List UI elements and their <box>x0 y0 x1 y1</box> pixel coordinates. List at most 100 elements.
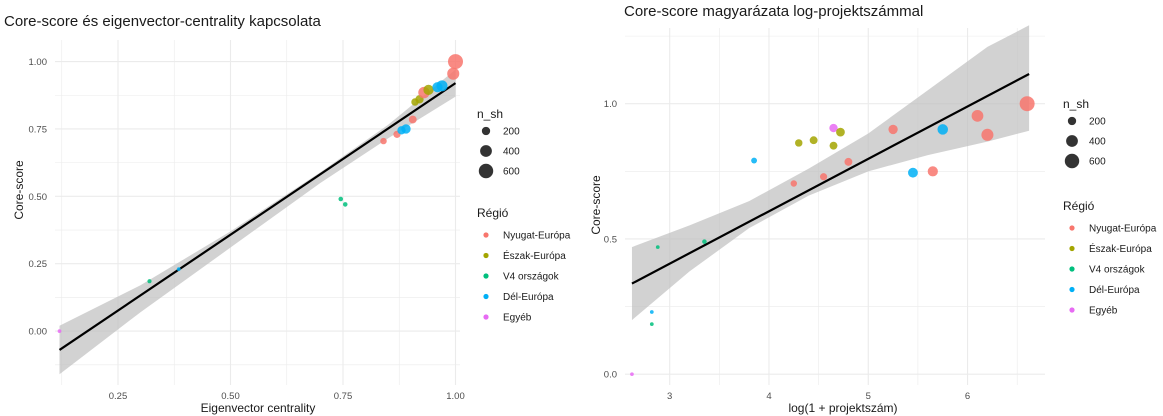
data-point <box>338 196 344 202</box>
data-point <box>981 128 994 141</box>
data-point <box>447 67 460 80</box>
data-point <box>380 137 387 145</box>
color-legend-label: Nyugat-Európa <box>1089 224 1157 235</box>
x-tick-label: 0.50 <box>221 391 240 402</box>
y-ticks: 0.00 0.25 0.50 0.75 1.00 <box>29 57 48 338</box>
size-legend-title: n_sh <box>477 107 503 121</box>
points <box>630 96 1035 377</box>
size-legend-label: 200 <box>503 127 520 138</box>
x-tick-label: 4 <box>766 391 771 402</box>
size-legend-label: 400 <box>503 147 520 158</box>
x-tick-label: 0.25 <box>109 391 128 402</box>
y-tick-label: 0.5 <box>604 234 617 245</box>
data-point <box>927 166 938 177</box>
data-point <box>408 115 417 124</box>
color-legend-key <box>1069 245 1075 252</box>
regression-line <box>58 82 457 351</box>
color-legend-key <box>483 314 489 320</box>
data-point <box>971 110 984 122</box>
grid <box>55 40 460 385</box>
data-point <box>908 167 918 178</box>
color-legend-key <box>483 273 489 279</box>
size-legend-key <box>480 145 492 157</box>
x-axis-title: log(1 + projektszám) <box>788 401 897 415</box>
color-legend-key <box>1069 307 1075 313</box>
data-point <box>809 136 818 145</box>
size-legend-label: 400 <box>1089 137 1106 148</box>
y-tick-label: 0.00 <box>29 327 48 338</box>
size-legend-label: 600 <box>1089 157 1106 168</box>
data-point <box>819 173 828 181</box>
confidence-band <box>59 69 456 375</box>
data-point <box>649 310 654 314</box>
data-point <box>795 139 803 147</box>
chart-title: Core-score és eigenvector-centrality kap… <box>4 13 321 30</box>
data-point <box>57 329 62 333</box>
data-point <box>655 245 660 249</box>
size-legend-key <box>1066 135 1078 147</box>
color-legend-key <box>483 232 489 238</box>
size-legend-key <box>481 126 491 136</box>
x-tick-label: 1.00 <box>446 391 465 402</box>
y-axis-title: Core-score <box>12 160 26 220</box>
data-point <box>829 141 838 150</box>
color-legend-label: Egyéb <box>1089 306 1118 317</box>
data-point <box>836 127 845 137</box>
y-tick-label: 0.50 <box>29 192 48 203</box>
confidence-band <box>631 25 1030 321</box>
data-point <box>649 322 654 327</box>
color-legend-label: Dél-Európa <box>1089 285 1140 296</box>
chart-log-projects: Core-score magyarázata log-projektszámma… <box>589 3 1157 415</box>
color-legend-key <box>1069 286 1075 293</box>
color-legend-label: Észak-Európa <box>503 249 566 262</box>
data-point <box>844 157 853 166</box>
data-point <box>436 80 448 92</box>
fit-line <box>58 82 457 351</box>
y-axis-title: Core-score <box>589 175 603 235</box>
chart-eigenvector: Core-score és eigenvector-centrality kap… <box>4 13 571 415</box>
x-ticks: 0.25 0.50 0.75 1.00 <box>109 391 465 402</box>
color-legend-label: V4 országok <box>1089 265 1146 276</box>
x-axis-title: Eigenvector centrality <box>201 401 316 415</box>
x-tick-label: 5 <box>866 391 871 402</box>
data-point <box>630 372 634 377</box>
size-legend-key <box>478 163 494 179</box>
confidence-ribbon <box>59 69 456 375</box>
data-point <box>342 202 348 207</box>
color-legend-label: V4 országok <box>503 272 560 283</box>
color-legend-label: Nyugat-Európa <box>503 231 571 242</box>
color-legend-key <box>1069 225 1075 231</box>
y-tick-label: 0.25 <box>29 259 48 270</box>
x-tick-label: 6 <box>965 391 970 402</box>
chart-title: Core-score magyarázata log-projektszámma… <box>624 3 923 20</box>
x-tick-label: 3 <box>667 391 672 402</box>
y-tick-label: 1.00 <box>29 57 48 68</box>
data-point <box>176 267 181 271</box>
y-tick-label: 0.0 <box>604 370 617 381</box>
data-point <box>751 157 758 164</box>
y-tick-label: 0.75 <box>29 124 48 135</box>
color-legend-key <box>1069 266 1075 272</box>
data-point <box>423 84 434 95</box>
data-point <box>790 180 798 187</box>
data-point <box>1019 96 1035 112</box>
data-point <box>448 54 463 70</box>
data-point <box>829 123 838 133</box>
size-legend-label: 200 <box>1089 117 1106 128</box>
x-ticks: 3 4 5 6 <box>667 391 970 402</box>
color-legend-key <box>483 293 489 300</box>
points <box>57 54 463 333</box>
color-legend-label: Dél-Európa <box>503 292 554 303</box>
fit-line <box>631 73 1030 285</box>
x-tick-label: 0.75 <box>334 391 353 402</box>
size-legend-key <box>1067 116 1077 126</box>
data-point <box>937 124 948 135</box>
y-ticks: 0.0 0.5 1.0 <box>604 99 617 380</box>
color-legend-label: Észak-Európa <box>1089 242 1152 255</box>
color-legend-title: Régió <box>477 206 509 220</box>
confidence-ribbon <box>631 25 1030 321</box>
data-point <box>147 279 152 284</box>
